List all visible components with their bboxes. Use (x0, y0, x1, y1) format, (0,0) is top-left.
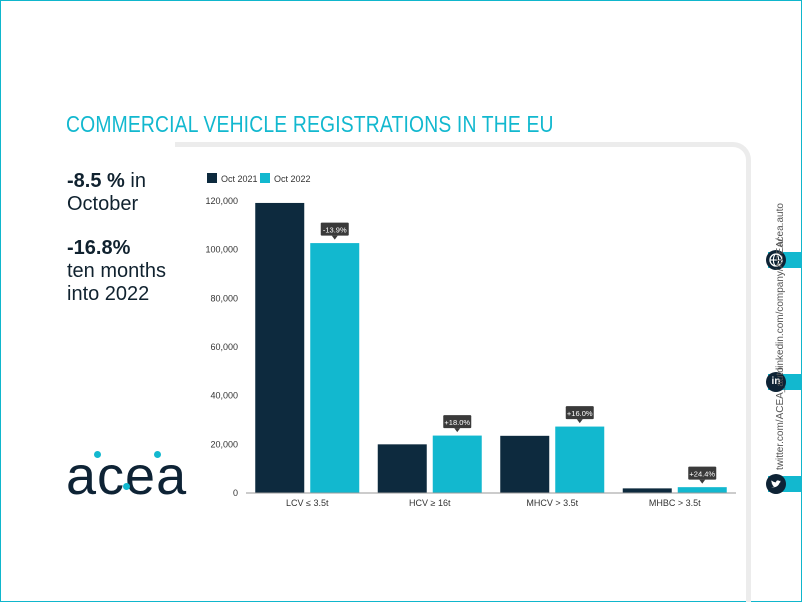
stat-october-label: October (67, 193, 139, 215)
twitter-icon[interactable] (766, 474, 786, 494)
bar-oct-2022 (432, 435, 482, 493)
legend-swatch-oct-2022 (260, 173, 270, 183)
change-label-text: -13.9% (323, 226, 347, 235)
page-title: COMMERCIAL VEHICLE REGISTRATIONS IN THE … (66, 111, 554, 137)
bar-oct-2021 (500, 435, 550, 493)
change-label-box (565, 406, 594, 420)
change-label-pointer (331, 235, 338, 240)
stat-october: -8.5 % in October (67, 170, 146, 216)
globe-icon[interactable] (766, 250, 786, 270)
legend-label-oct-2021: Oct 2021 (221, 174, 258, 184)
stat-ten-months-label-2: into 2022 (67, 283, 150, 305)
y-tick-label: 120,000 (205, 196, 238, 206)
globe-icon-svg (769, 253, 783, 267)
bars (255, 202, 727, 494)
stat-october-in: in (124, 170, 146, 192)
stat-ten-months-label-1: ten months (67, 260, 166, 282)
acea-logo-dot (123, 483, 130, 490)
x-tick-label: MHBC > 3.5t (649, 498, 701, 508)
legend: Oct 2021 Oct 2022 (207, 173, 311, 184)
change-label-text: +18.0% (444, 418, 470, 427)
bar-oct-2022 (310, 243, 360, 493)
y-tick-label: 100,000 (205, 245, 238, 255)
acea-logo-text: acea (66, 446, 188, 506)
twitter-bird-svg (771, 480, 781, 488)
acea-logo-dot (94, 451, 101, 458)
y-tick-label: 0 (233, 488, 238, 498)
chart-panel-border (175, 142, 751, 602)
stat-october-value: -8.5 % (67, 170, 125, 192)
stat-ten-months-value: -16.8% (67, 237, 131, 259)
y-tick-label: 40,000 (210, 391, 238, 401)
x-tick-label: LCV ≤ 3.5t (286, 498, 329, 508)
change-labels: -13.9% +18.0% +16.0% +24.4% (320, 222, 717, 484)
change-label-pointer (699, 479, 706, 484)
linkedin-icon[interactable]: in (766, 372, 786, 392)
change-label-pointer (576, 419, 583, 424)
x-tick-label: MHCV > 3.5t (526, 498, 578, 508)
legend-label-oct-2022: Oct 2022 (274, 174, 311, 184)
y-tick-label: 20,000 (210, 439, 238, 449)
bar-oct-2022 (555, 426, 605, 493)
bar-oct-2021 (377, 444, 427, 493)
stat-ten-months: -16.8% ten months into 2022 (67, 237, 166, 306)
social-sidebar: acea.auto linkedin.com/company/ACEA/ in … (762, 150, 802, 602)
legend-swatch-oct-2021 (207, 173, 217, 183)
change-label-box (320, 222, 349, 236)
change-label-box (688, 466, 717, 480)
change-label-box (443, 415, 472, 429)
y-tick-label: 80,000 (210, 293, 238, 303)
bar-oct-2022 (677, 487, 727, 493)
change-label-text: +24.4% (689, 470, 715, 479)
y-tick-label: 60,000 (210, 342, 238, 352)
change-label-text: +16.0% (567, 409, 593, 418)
x-tick-label: HCV ≥ 16t (409, 498, 451, 508)
y-axis: 0 20,000 40,000 60,000 80,000 100,000 120,000 (205, 196, 238, 498)
bar-oct-2021 (622, 488, 672, 493)
change-label-pointer (454, 428, 461, 433)
acea-logo-dot (154, 451, 161, 458)
x-axis: LCV ≤ 3.5t HCV ≥ 16t MHCV > 3.5t MHBC > 3.5… (246, 492, 736, 508)
acea-logo: acea (66, 449, 187, 503)
bar-oct-2021 (255, 202, 305, 494)
